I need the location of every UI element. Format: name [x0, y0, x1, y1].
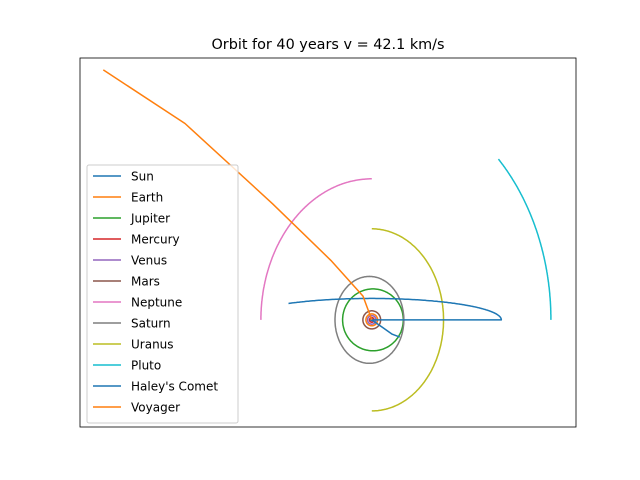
legend-label-pluto: Pluto: [131, 359, 161, 373]
legend-label-uranus: Uranus: [131, 338, 174, 352]
series-jupiter: [341, 288, 405, 352]
series-pluto: [497, 158, 552, 320]
series-neptune: [260, 178, 372, 320]
series-voyager: [102, 69, 373, 321]
legend-label-mercury: Mercury: [131, 233, 180, 247]
series-venus: [366, 314, 377, 325]
legend-label-saturn: Saturn: [131, 317, 171, 331]
series-saturn: [334, 275, 405, 365]
legend-label-neptune: Neptune: [131, 296, 182, 310]
series-mercury: [368, 316, 375, 323]
plot-area: [102, 69, 552, 412]
legend-label-jupiter: Jupiter: [130, 212, 170, 226]
legend-label-earth: Earth: [131, 191, 163, 205]
legend: Sun Earth Jupiter Mercury Venus Mars Neptune Sa…: [86, 164, 239, 424]
series-haley-s-comet: [288, 297, 503, 338]
legend-label-sun: Sun: [131, 170, 154, 184]
series-mars: [362, 310, 382, 330]
legend-label-mars: Mars: [131, 275, 160, 289]
legend-box: [86, 164, 239, 424]
legend-label-voyager: Voyager: [131, 401, 180, 415]
legend-label-venus: Venus: [131, 254, 167, 268]
series-earth: [365, 313, 379, 327]
axes-frame: [79, 57, 577, 428]
chart-title: Orbit for 40 years v = 42.1 km/s: [211, 37, 444, 53]
legend-label-haley-s-comet: Haley's Comet: [131, 380, 218, 394]
